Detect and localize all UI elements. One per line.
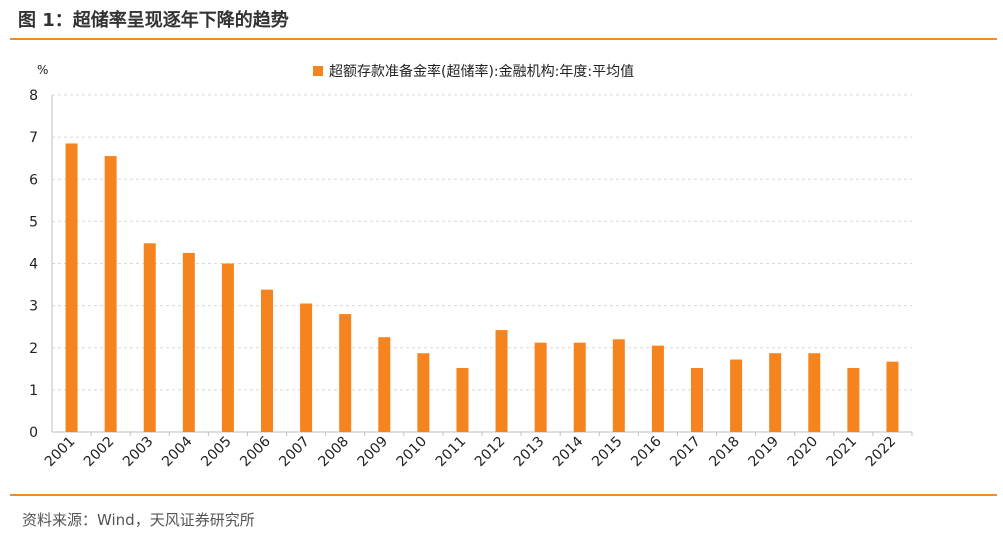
x-tick-label: 2018 xyxy=(706,434,743,471)
y-tick-label: 1 xyxy=(29,383,38,399)
bar-2005 xyxy=(221,263,234,432)
bar-2006 xyxy=(261,289,273,432)
axes xyxy=(51,95,913,436)
figure-title: 图 1：超储率呈现逐年下降的趋势 xyxy=(18,10,289,31)
x-tick-label: 2007 xyxy=(276,434,313,471)
y-tick-label: 8 xyxy=(29,88,38,104)
bar-2007 xyxy=(300,303,313,432)
bar-2012 xyxy=(495,330,508,432)
y-tick-label: 4 xyxy=(29,257,38,273)
y-tick-label: 5 xyxy=(29,214,38,230)
bar-2018 xyxy=(730,359,743,432)
x-tick-label: 2015 xyxy=(589,434,626,471)
source-note: 资料来源：Wind，天风证券研究所 xyxy=(22,511,255,529)
gridlines xyxy=(52,94,912,391)
x-tick-label: 2019 xyxy=(745,434,782,471)
bar-2008 xyxy=(339,314,352,432)
bar-2019 xyxy=(769,353,782,432)
x-tick-label: 2010 xyxy=(394,434,431,471)
bar-2013 xyxy=(534,342,547,432)
x-tick-label: 2022 xyxy=(863,434,900,471)
legend-label: 超额存款准备金率(超储率):金融机构:年度:平均值 xyxy=(329,63,634,80)
y-tick-label: 7 xyxy=(29,130,38,146)
y-tick-label: 2 xyxy=(29,341,38,357)
x-tick-label: 2011 xyxy=(433,434,470,471)
y-tick-labels: 0 1 2 3 4 5 6 7 8 xyxy=(29,88,38,441)
x-tick-label: 2017 xyxy=(667,434,704,471)
x-tick-label: 2002 xyxy=(81,434,118,471)
top-divider xyxy=(10,38,997,40)
bar-2017 xyxy=(691,367,703,432)
y-tick-label: 3 xyxy=(29,299,38,315)
y-unit-label: % xyxy=(37,63,48,77)
x-tick-label: 2001 xyxy=(42,434,79,471)
bottom-divider xyxy=(10,494,997,496)
bar-2016 xyxy=(651,345,664,432)
x-tick-label: 2014 xyxy=(550,433,587,470)
x-tick-label: 2006 xyxy=(237,433,274,470)
legend: 超额存款准备金率(超储率):金融机构:年度:平均值 xyxy=(313,63,634,80)
bar-2002 xyxy=(104,156,117,433)
bar-2020 xyxy=(808,353,821,432)
x-tick-labels: 2001 2002 2003 2004 2005 2006 2007 2008 2009 2010… xyxy=(42,433,899,470)
bar-2011 xyxy=(456,367,469,432)
bar-2004 xyxy=(182,252,195,432)
bar-2003 xyxy=(143,243,156,432)
y-tick-label: 0 xyxy=(29,425,38,441)
x-tick-label: 2016 xyxy=(628,433,665,470)
x-tick-label: 2013 xyxy=(511,434,548,471)
bar-2014 xyxy=(573,342,586,432)
bar-2022 xyxy=(886,361,899,432)
x-tick-label: 2003 xyxy=(120,434,157,471)
x-tick-label: 2005 xyxy=(198,434,235,471)
bars xyxy=(65,143,899,433)
bar-2015 xyxy=(612,339,625,432)
bar-2001 xyxy=(65,143,78,432)
x-tick-label: 2009 xyxy=(355,434,392,471)
bar-2009 xyxy=(378,337,391,432)
x-tick-label: 2020 xyxy=(785,434,822,471)
x-tick-label: 2021 xyxy=(824,434,861,471)
bar-2021 xyxy=(847,367,860,432)
bar-2010 xyxy=(417,353,430,432)
x-tick-label: 2012 xyxy=(472,434,509,471)
x-tick-label: 2008 xyxy=(315,434,352,471)
x-tick-label: 2004 xyxy=(159,433,196,470)
legend-swatch xyxy=(313,66,323,76)
y-tick-label: 6 xyxy=(29,172,38,188)
